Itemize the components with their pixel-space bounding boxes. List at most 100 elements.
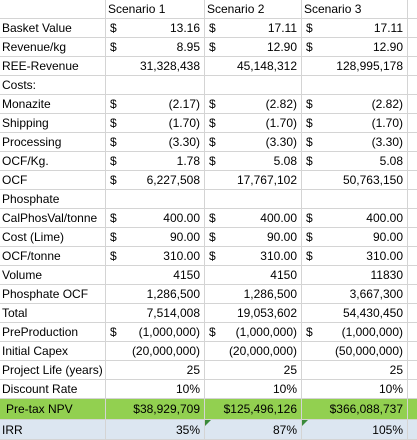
value-cell-scenario-1[interactable]: $ (1,000,000) [106,323,205,341]
overflow-cell[interactable] [408,266,417,284]
overflow-cell[interactable] [408,399,417,419]
value-cell-scenario-1[interactable]: 7,514,008 [106,304,205,322]
value-cell-scenario-3[interactable]: 11830 [302,266,408,284]
overflow-cell[interactable] [408,38,417,56]
value-cell-scenario-3[interactable]: 54,430,450 [302,304,408,322]
row-label[interactable]: PreProduction [0,323,106,341]
row-label[interactable]: Initial Capex [0,342,106,360]
value-cell-scenario-1[interactable]: $13.16 [106,19,205,37]
value-cell-scenario-2[interactable]: 4150 [205,266,302,284]
row-label[interactable]: IRR [0,420,106,440]
overflow-cell[interactable] [408,190,417,208]
header-cell-label[interactable] [0,0,106,18]
row-label[interactable]: Phosphate [0,190,106,208]
value-cell-scenario-2[interactable]: 19,053,602 [205,304,302,322]
row-label[interactable]: Discount Rate [0,380,106,398]
row-label[interactable]: OCF/tonne [0,247,106,265]
value-cell-scenario-3[interactable]: $17.11 [302,19,408,37]
value-cell-scenario-3[interactable]: $ (3.30) [302,133,408,151]
header-cell-scenario-1[interactable]: Scenario 1 [106,0,205,18]
value-cell-scenario-1[interactable]: $1.78 [106,152,205,170]
row-label[interactable]: Volume [0,266,106,284]
value-cell-scenario-1[interactable]: $ (2.17) [106,95,205,113]
overflow-cell[interactable] [408,285,417,303]
value-cell-scenario-1[interactable]: 4150 [106,266,205,284]
overflow-cell[interactable] [408,323,417,341]
row-label[interactable]: Project Life (years) [0,361,106,379]
value-cell-scenario-2[interactable]: 45,148,312 [205,57,302,75]
row-label[interactable]: Costs: [0,76,106,94]
value-cell-scenario-1[interactable] [106,76,205,94]
overflow-cell[interactable] [408,0,417,18]
value-cell-scenario-2[interactable] [205,190,302,208]
overflow-cell[interactable] [408,152,417,170]
row-label[interactable]: Pre-tax NPV [0,399,106,419]
value-cell-scenario-1[interactable]: 35% [106,420,205,440]
overflow-cell[interactable] [408,228,417,246]
value-cell-scenario-2[interactable]: $125,496,126 [205,399,302,419]
value-cell-scenario-2[interactable]: $ (3.30) [205,133,302,151]
value-cell-scenario-3[interactable]: $5.08 [302,152,408,170]
value-cell-scenario-3[interactable]: (50,000,000) [302,342,408,360]
row-label[interactable]: Phosphate OCF [0,285,106,303]
row-label[interactable]: Basket Value [0,19,106,37]
row-label[interactable]: CalPhosVal/tonne [0,209,106,227]
overflow-cell[interactable] [408,76,417,94]
header-cell-scenario-2[interactable]: Scenario 2 [205,0,302,18]
row-label[interactable]: OCF [0,171,106,189]
value-cell-scenario-3[interactable]: 25 [302,361,408,379]
value-cell-scenario-2[interactable]: $12.90 [205,38,302,56]
overflow-cell[interactable] [408,247,417,265]
overflow-cell[interactable] [408,420,417,440]
value-cell-scenario-3[interactable]: $ (1,000,000) [302,323,408,341]
overflow-cell[interactable] [408,19,417,37]
value-cell-scenario-1[interactable]: 31,328,438 [106,57,205,75]
value-cell-scenario-1[interactable] [106,190,205,208]
error-indicator-icon[interactable] [205,420,211,426]
value-cell-scenario-3[interactable]: 3,667,300 [302,285,408,303]
value-cell-scenario-1[interactable]: $38,929,709 [106,399,205,419]
value-cell-scenario-1[interactable]: 10% [106,380,205,398]
row-label[interactable]: OCF/Kg. [0,152,106,170]
value-cell-scenario-3[interactable]: $310.00 [302,247,408,265]
value-cell-scenario-2[interactable]: $ (1.70) [205,114,302,132]
overflow-cell[interactable] [408,361,417,379]
value-cell-scenario-1[interactable]: $310.00 [106,247,205,265]
header-cell-scenario-3[interactable]: Scenario 3 [302,0,408,18]
row-label[interactable]: Monazite [0,95,106,113]
overflow-cell[interactable] [408,342,417,360]
value-cell-scenario-1[interactable]: $400.00 [106,209,205,227]
overflow-cell[interactable] [408,380,417,398]
value-cell-scenario-2[interactable]: 1,286,500 [205,285,302,303]
overflow-cell[interactable] [408,304,417,322]
value-cell-scenario-2[interactable]: 17,767,102 [205,171,302,189]
value-cell-scenario-2[interactable]: $ (1,000,000) [205,323,302,341]
value-cell-scenario-2[interactable]: $5.08 [205,152,302,170]
value-cell-scenario-1[interactable]: 1,286,500 [106,285,205,303]
value-cell-scenario-1[interactable]: 25 [106,361,205,379]
value-cell-scenario-3[interactable]: $12.90 [302,38,408,56]
value-cell-scenario-3[interactable]: $ (2.82) [302,95,408,113]
value-cell-scenario-2[interactable]: $310.00 [205,247,302,265]
value-cell-scenario-2[interactable]: 25 [205,361,302,379]
value-cell-scenario-1[interactable]: $ (1.70) [106,114,205,132]
value-cell-scenario-3[interactable]: 128,995,178 [302,57,408,75]
value-cell-scenario-3[interactable] [302,76,408,94]
row-label[interactable]: Cost (Lime) [0,228,106,246]
overflow-cell[interactable] [408,209,417,227]
value-cell-scenario-2[interactable]: $ (2.82) [205,95,302,113]
overflow-cell[interactable] [408,171,417,189]
error-indicator-icon[interactable] [302,420,308,426]
value-cell-scenario-3[interactable]: $400.00 [302,209,408,227]
row-label[interactable]: Shipping [0,114,106,132]
value-cell-scenario-1[interactable]: $6,227,508 [106,171,205,189]
overflow-cell[interactable] [408,114,417,132]
value-cell-scenario-2[interactable] [205,76,302,94]
row-label[interactable]: REE-Revenue [0,57,106,75]
value-cell-scenario-3[interactable]: $366,088,737 [302,399,408,419]
overflow-cell[interactable] [408,57,417,75]
value-cell-scenario-2[interactable]: $90.00 [205,228,302,246]
value-cell-scenario-1[interactable]: $90.00 [106,228,205,246]
row-label[interactable]: Processing [0,133,106,151]
value-cell-scenario-3[interactable] [302,190,408,208]
